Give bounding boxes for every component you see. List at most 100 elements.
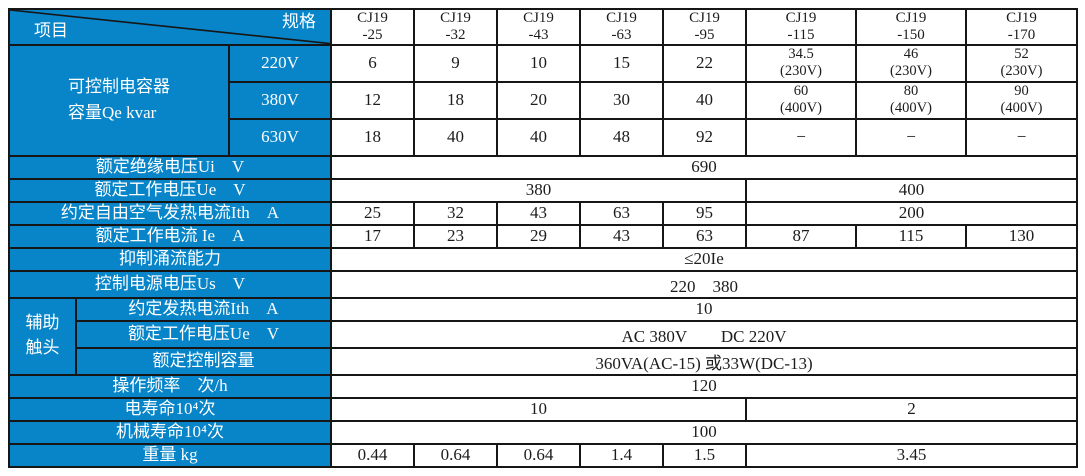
value-cell: 17	[330, 223, 415, 249]
spec-row-label: 约定自由空气发热电流Ith A	[8, 200, 332, 226]
row-operating-frequency: 操作频率 次/h 120	[8, 373, 1078, 399]
spec-row-label: 额定控制容量	[75, 346, 332, 376]
value-cell: 12	[330, 80, 415, 120]
value-cell: 63	[579, 200, 664, 226]
value-cell: 30	[579, 80, 664, 120]
value-cell: 1.5	[662, 442, 747, 468]
value-cell: 40	[662, 80, 747, 120]
value-cell: 18	[330, 117, 415, 157]
row-working-current: 额定工作电流 Ie A 17 23 29 43 63 87 115 130	[8, 223, 1078, 249]
value-cell: 43	[579, 223, 664, 249]
capacity-row-220v: 可控制电容器 容量Qe kvar 220V 6 9 10 15 22 34.5 …	[8, 43, 1078, 157]
spec-row-label: 电寿命10⁴次	[8, 396, 332, 422]
model-header-cj19-25: CJ19 -25	[330, 8, 415, 46]
spec-value: 220 380	[330, 269, 1078, 299]
spec-row-label: 机械寿命10⁴次	[8, 419, 332, 445]
spec-row-label: 重量 kg	[8, 442, 332, 468]
row-aux-thermal-current: 辅助 触头 约定发热电流Ith A 10	[8, 296, 1078, 376]
value-cell: 43	[496, 200, 581, 226]
value-cell: 40	[413, 117, 498, 157]
spec-table: 项目 规格 CJ19 -25 CJ19 -32 CJ19 -43 CJ19 -63…	[8, 8, 1078, 468]
row-weight: 重量 kg 0.44 0.64 0.64 1.4 1.5 3.45	[8, 442, 1078, 468]
model-header-cj19-115: CJ19 -115	[745, 8, 857, 46]
diagonal-divider-line	[10, 10, 330, 44]
header-row: 项目 规格 CJ19 -25 CJ19 -32 CJ19 -43 CJ19 -63…	[8, 8, 1078, 46]
value-cell: 0.44	[330, 442, 415, 468]
model-header-cj19-43: CJ19 -43	[496, 8, 581, 46]
corner-spec-label: 规格	[282, 12, 316, 31]
model-header-cj19-95: CJ19 -95	[662, 8, 747, 46]
value-cell: 22	[662, 43, 747, 83]
spec-value: 100	[330, 419, 1078, 445]
capacity-label-text: 可控制电容器 容量Qe kvar	[68, 76, 170, 123]
model-header-cj19-32: CJ19 -32	[413, 8, 498, 46]
value-cell: 95	[662, 200, 747, 226]
value-cell: 80 (400V)	[855, 80, 967, 120]
value-cell: 63	[662, 223, 747, 249]
model-header-cj19-170: CJ19 -170	[965, 8, 1078, 46]
spec-row-label: 操作频率 次/h	[8, 373, 332, 399]
value-cell: 20	[496, 80, 581, 120]
value-cell: 52 (230V)	[965, 43, 1078, 83]
voltage-label-380v: 380V	[228, 80, 332, 120]
spec-row-label: 额定工作电压Ue V	[75, 319, 332, 349]
value-cell: 87	[745, 223, 857, 249]
row-electrical-life: 电寿命10⁴次 10 2	[8, 396, 1078, 422]
value-cell: 48	[579, 117, 664, 157]
value-cell: 46 (230V)	[855, 43, 967, 83]
aux-group-label: 辅助 触头	[8, 296, 77, 376]
row-aux-working-voltage: 额定工作电压Ue V AC 380V DC 220V	[9, 319, 1078, 349]
value-cell: 0.64	[413, 442, 498, 468]
row-working-voltage: 额定工作电压Ue V 380 400	[8, 177, 1078, 203]
spec-value-right: 200	[745, 200, 1078, 226]
model-header-cj19-150: CJ19 -150	[855, 8, 967, 46]
voltage-label-220v: 220V	[228, 43, 332, 83]
voltage-label-630v: 630V	[228, 117, 332, 157]
value-cell: 10	[496, 43, 581, 83]
model-header-cj19-63: CJ19 -63	[579, 8, 664, 46]
spec-row-label: 额定工作电流 Ie A	[8, 223, 332, 249]
value-cell: 9	[413, 43, 498, 83]
spec-value-right: 400	[745, 177, 1078, 203]
value-cell: 18	[413, 80, 498, 120]
capacity-row-380v: 380V 12 18 20 30 40 60 (400V) 80 (400V) …	[9, 80, 1078, 120]
spec-row-label: 额定工作电压Ue V	[8, 177, 332, 203]
value-cell: 115	[855, 223, 967, 249]
value-cell: 6	[330, 43, 415, 83]
spec-value-right: 2	[745, 396, 1078, 422]
value-cell: 23	[413, 223, 498, 249]
value-cell: 15	[579, 43, 664, 83]
spec-row-label: 控制电源电压Us V	[8, 269, 332, 299]
spec-value: 10	[330, 296, 1078, 322]
spec-value: ≤20Ie	[330, 246, 1078, 272]
value-cell: 25	[330, 200, 415, 226]
value-cell-dash: −	[855, 117, 967, 157]
value-cell: 90 (400V)	[965, 80, 1078, 120]
spec-row-label: 约定发热电流Ith A	[75, 296, 332, 322]
spec-value-left: 380	[330, 177, 747, 203]
value-cell-dash: −	[965, 117, 1078, 157]
value-cell: 1.4	[579, 442, 664, 468]
spec-value: 690	[330, 154, 1078, 180]
row-mechanical-life: 机械寿命10⁴次 100	[8, 419, 1078, 445]
spec-row-label: 额定绝缘电压Ui V	[8, 154, 332, 180]
value-cell: 60 (400V)	[745, 80, 857, 120]
value-cell: 40	[496, 117, 581, 157]
row-control-voltage: 控制电源电压Us V 220 380	[8, 269, 1078, 299]
value-cell: 32	[413, 200, 498, 226]
spec-value: 360VA(AC-15) 或33W(DC-13)	[330, 346, 1078, 376]
spec-value: AC 380V DC 220V	[330, 319, 1078, 349]
row-aux-control-capacity: 额定控制容量 360VA(AC-15) 或33W(DC-13)	[9, 346, 1078, 376]
row-thermal-current: 约定自由空气发热电流Ith A 25 32 43 63 95 200	[8, 200, 1078, 226]
value-cell: 130	[965, 223, 1078, 249]
row-inrush-suppression: 抑制涌流能力 ≤20Ie	[8, 246, 1078, 272]
spec-row-label: 抑制涌流能力	[8, 246, 332, 272]
value-cell: 29	[496, 223, 581, 249]
value-cell: 0.64	[496, 442, 581, 468]
row-insulation-voltage: 额定绝缘电压Ui V 690	[8, 154, 1078, 180]
spec-value-left: 10	[330, 396, 747, 422]
spec-value: 120	[330, 373, 1078, 399]
corner-item-label: 项目	[34, 21, 68, 41]
corner-cell: 项目 规格	[8, 8, 332, 46]
value-cell-dash: −	[745, 117, 857, 157]
